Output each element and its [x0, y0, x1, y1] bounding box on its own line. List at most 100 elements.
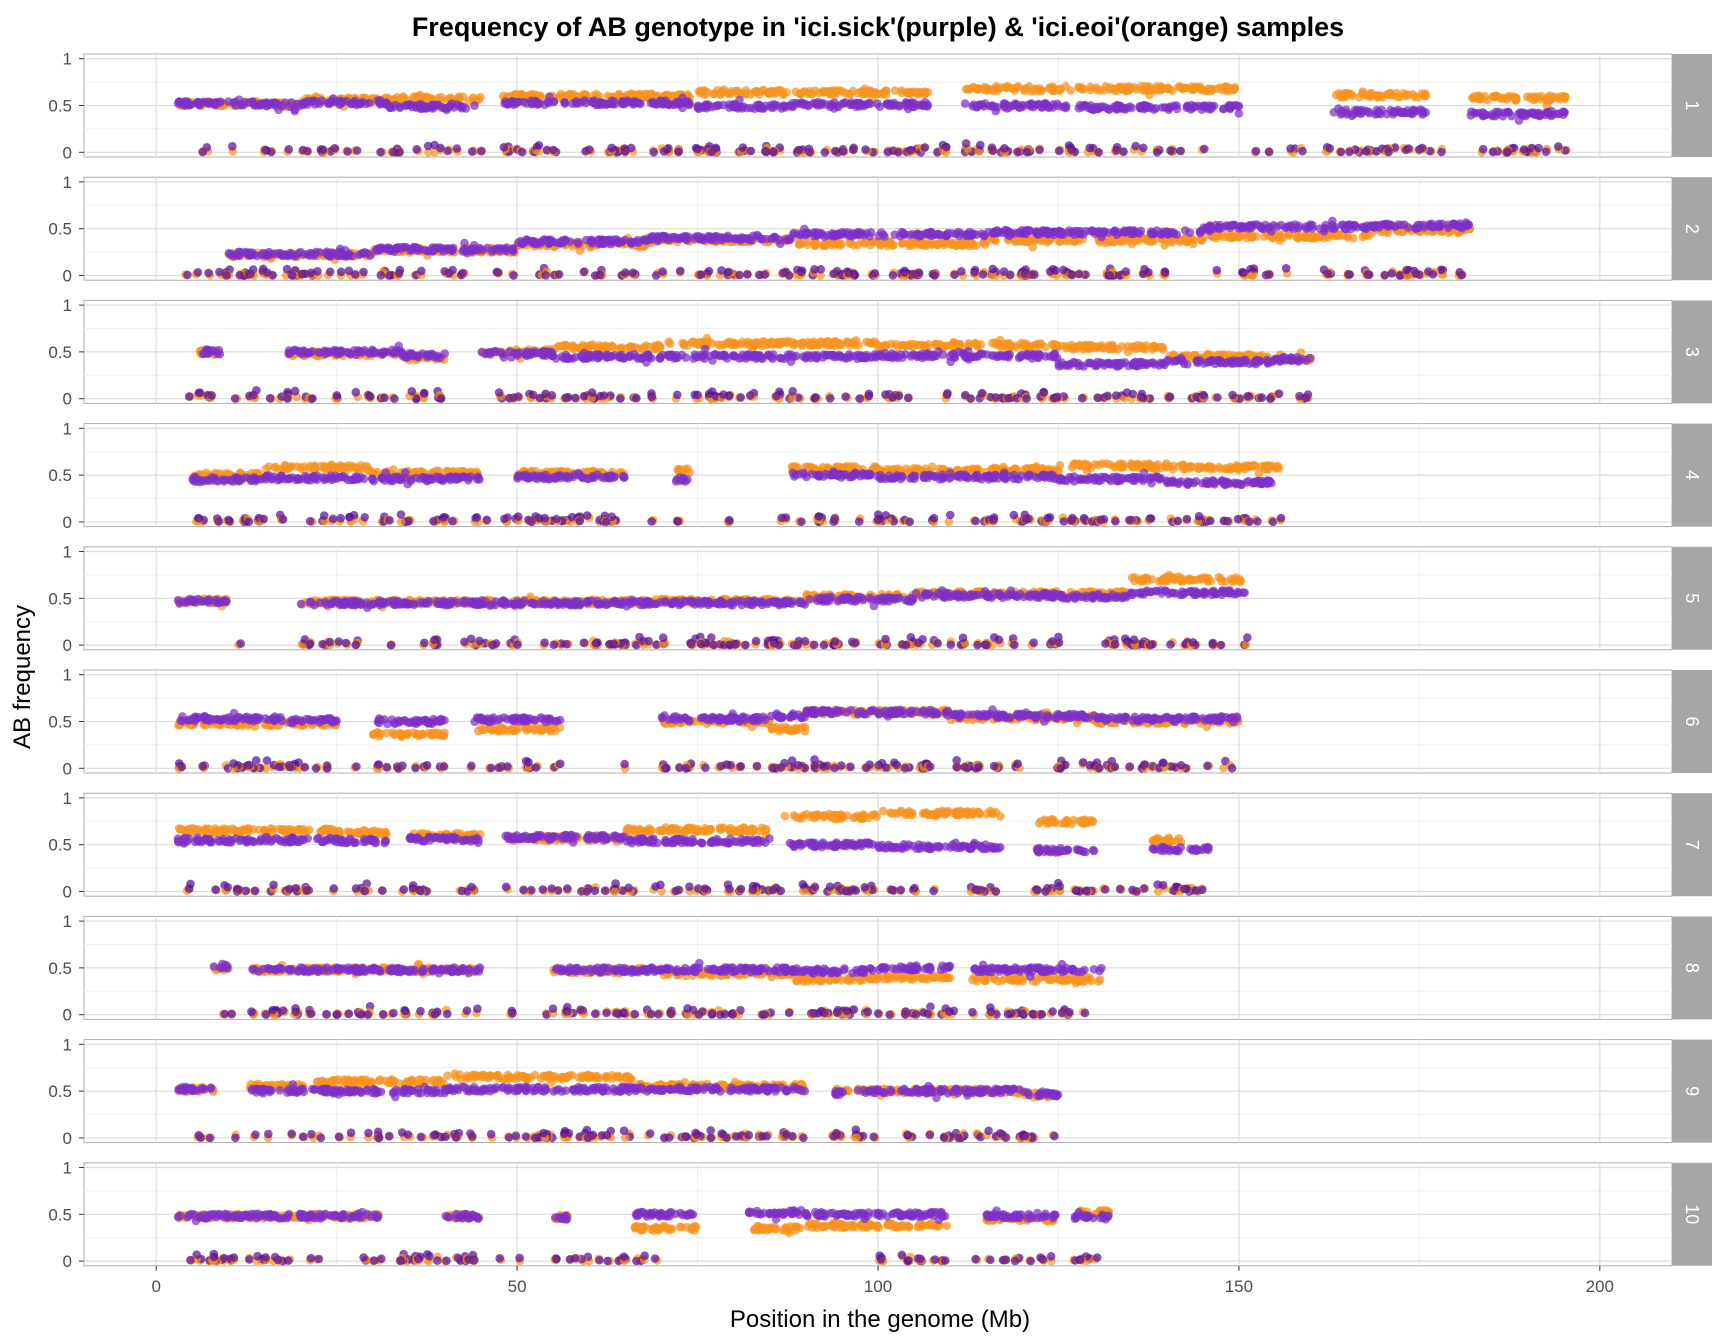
purple-point — [920, 143, 930, 152]
points-chr-1 — [173, 81, 1571, 157]
purple-point — [676, 98, 685, 108]
purple-point — [1281, 264, 1291, 273]
purple-point — [1105, 271, 1115, 280]
facet-panel-2: 00.512 — [48, 173, 1712, 286]
purple-point — [905, 146, 914, 155]
purple-point — [1415, 145, 1424, 154]
purple-point — [1213, 393, 1222, 402]
orange-point — [1160, 241, 1169, 250]
purple-point — [476, 146, 486, 156]
purple-point — [351, 387, 361, 397]
purple-point — [704, 266, 714, 276]
purple-point — [1168, 229, 1178, 238]
purple-point — [1139, 143, 1148, 153]
purple-point — [207, 391, 216, 400]
purple-point — [1534, 143, 1543, 153]
purple-point — [336, 346, 346, 355]
purple-point — [1337, 220, 1347, 230]
orange-point — [973, 84, 982, 94]
purple-point — [789, 352, 798, 362]
purple-point — [1402, 265, 1411, 275]
purple-point — [496, 348, 506, 357]
purple-point — [890, 100, 899, 110]
purple-point — [444, 268, 454, 278]
y-tick-label: 1 — [63, 296, 72, 315]
purple-point — [1237, 223, 1247, 233]
purple-point — [210, 99, 219, 109]
purple-point — [1093, 393, 1103, 403]
purple-point — [1364, 107, 1373, 116]
purple-point — [693, 144, 702, 154]
purple-point — [1067, 145, 1076, 155]
purple-point — [323, 348, 333, 358]
orange-point — [1028, 242, 1037, 252]
purple-point — [1448, 219, 1458, 229]
purple-point — [528, 239, 538, 248]
purple-point — [1022, 147, 1032, 157]
purple-point — [182, 97, 192, 106]
purple-point — [350, 270, 360, 279]
orange-point — [947, 340, 957, 349]
orange-point — [1203, 84, 1213, 93]
orange-point — [883, 241, 893, 251]
purple-point — [691, 352, 701, 362]
purple-point — [1411, 269, 1420, 278]
purple-point — [1560, 108, 1569, 117]
orange-point — [1108, 237, 1118, 247]
purple-point — [966, 394, 975, 403]
purple-point — [1264, 147, 1274, 156]
purple-point — [721, 233, 731, 242]
purple-point — [508, 245, 518, 254]
purple-point — [249, 390, 258, 400]
purple-point — [812, 352, 821, 362]
purple-point — [685, 99, 694, 108]
purple-point — [1425, 220, 1434, 229]
purple-point — [1286, 144, 1295, 153]
purple-point — [1054, 146, 1064, 156]
orange-point — [1154, 85, 1164, 95]
purple-point — [332, 391, 342, 400]
purple-point — [294, 249, 303, 258]
purple-point — [1052, 392, 1062, 402]
purple-point — [559, 354, 569, 363]
purple-point — [1266, 394, 1275, 404]
purple-point — [1243, 391, 1252, 401]
purple-point — [571, 97, 581, 106]
purple-point — [608, 237, 618, 247]
purple-point — [534, 141, 544, 150]
purple-point — [658, 350, 668, 360]
purple-point — [838, 147, 848, 156]
orange-point — [569, 343, 579, 352]
purple-point — [380, 393, 389, 403]
purple-point — [1519, 145, 1529, 154]
purple-point — [781, 235, 791, 245]
orange-point — [1108, 340, 1117, 350]
purple-point — [754, 100, 764, 110]
purple-point — [265, 393, 275, 403]
purple-point — [325, 267, 335, 277]
purple-point — [585, 145, 594, 154]
orange-point — [1124, 86, 1134, 95]
purple-point — [616, 353, 625, 362]
purple-point — [541, 271, 551, 280]
orange-point — [805, 340, 814, 350]
orange-point — [1123, 342, 1133, 351]
purple-point — [942, 390, 952, 399]
purple-point — [1541, 147, 1551, 156]
orange-point — [727, 87, 736, 96]
orange-point — [713, 86, 722, 95]
purple-point — [930, 271, 939, 280]
purple-point — [239, 97, 249, 107]
purple-point — [632, 393, 641, 403]
purple-point — [1077, 393, 1087, 403]
orange-point — [841, 88, 850, 98]
purple-point — [707, 147, 716, 157]
purple-point — [407, 349, 417, 359]
purple-point — [522, 99, 531, 108]
orange-point — [912, 88, 922, 98]
purple-point — [1067, 270, 1077, 279]
purple-point — [1375, 220, 1384, 230]
purple-point — [994, 227, 1004, 237]
purple-point — [458, 268, 468, 278]
